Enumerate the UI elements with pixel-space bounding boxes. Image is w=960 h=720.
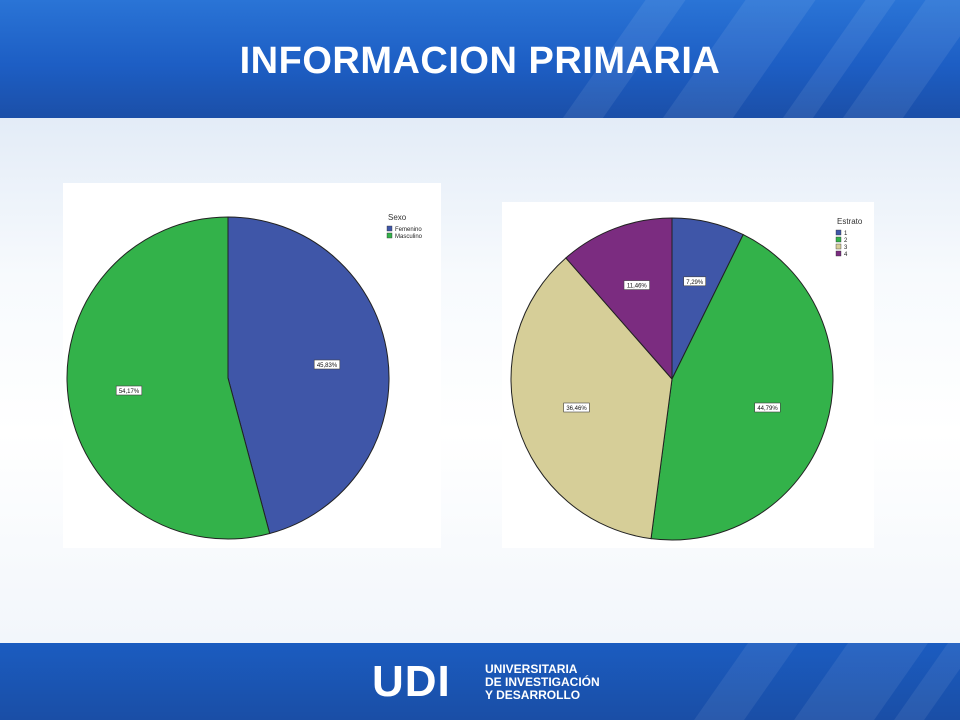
logo-text: UNIVERSITARIA DE INVESTIGACIÓN Y DESARRO… — [485, 663, 600, 702]
legend-swatch — [386, 232, 393, 239]
legend-item: 1 — [844, 231, 848, 237]
logo-line: Y DESARROLLO — [485, 688, 581, 702]
data-label-box — [683, 276, 706, 287]
data-label: 45,83% — [317, 363, 338, 369]
data-label-box — [313, 359, 341, 370]
header-banner — [0, 0, 960, 118]
page-title: INFORMACION PRIMARIA — [239, 40, 721, 82]
legend-swatch — [835, 250, 842, 257]
chart-panel-sexo: 45,83% 54,17% Sexo Femenino Masculino — [63, 183, 441, 548]
logo-line: DE INVESTIGACIÓN — [485, 675, 600, 689]
legend-swatch — [386, 225, 393, 232]
footer-banner — [0, 643, 960, 720]
data-label: 36,46% — [566, 406, 587, 412]
legend-item: Femenino — [395, 227, 422, 233]
logo-line: UNIVERSITARIA — [485, 662, 578, 676]
chart-panel-estrato: 7,29% 44,79% 36,46% 11,46% Estrato 1 2 3 4 — [502, 202, 874, 548]
data-label: 7,29% — [686, 280, 704, 286]
pie-slice-femenino — [227, 216, 390, 535]
legend-swatch — [835, 229, 842, 236]
legend-item: Masculino — [395, 234, 423, 240]
data-label-box — [115, 385, 143, 396]
pie-slice-3 — [510, 257, 673, 540]
pie-slice-4 — [565, 217, 673, 381]
data-label-box — [563, 402, 590, 413]
legend-title: Estrato — [837, 217, 863, 226]
data-label: 54,17% — [119, 389, 140, 395]
legend-item: 4 — [844, 252, 848, 258]
legend-swatch — [835, 236, 842, 243]
legend-swatch — [835, 243, 842, 250]
logo-mark: UDI — [372, 657, 451, 706]
legend-item: 3 — [844, 245, 848, 251]
data-label: 11,46% — [627, 284, 648, 290]
data-label-box — [623, 280, 650, 290]
pie-slice-masculino — [66, 216, 271, 540]
legend-item: 2 — [844, 238, 848, 244]
pie-slice-2 — [650, 233, 834, 541]
legend-title: Sexo — [388, 213, 407, 222]
data-label: 44,79% — [757, 406, 778, 412]
data-label-box — [754, 402, 781, 413]
